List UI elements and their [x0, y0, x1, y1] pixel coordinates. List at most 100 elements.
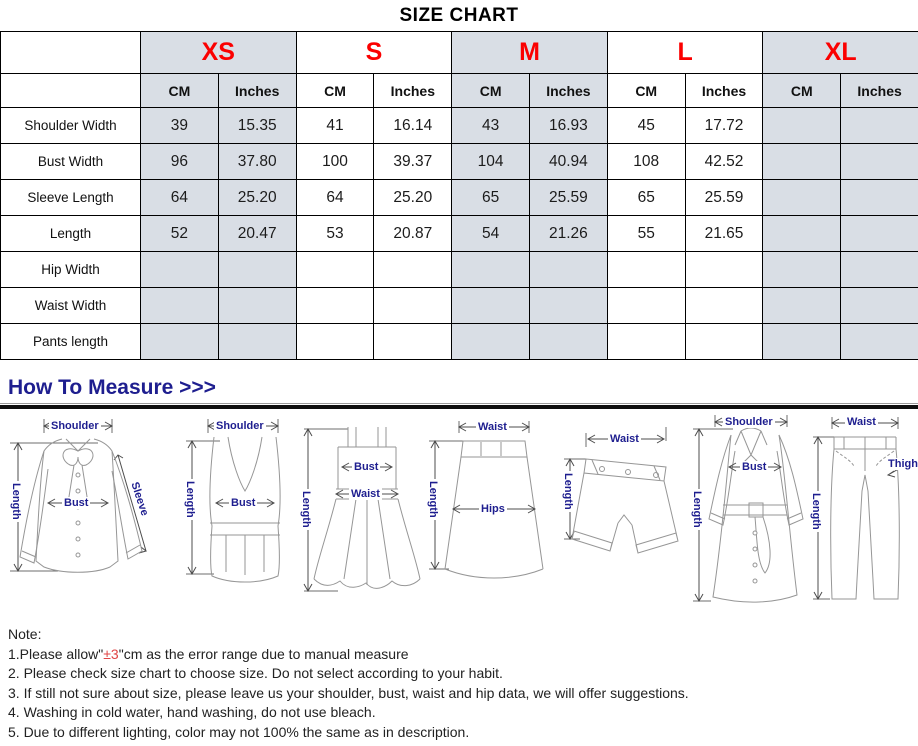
unit-cell-cm: CM [606, 73, 686, 108]
table-cell [762, 323, 842, 360]
coat-drawing [693, 415, 804, 603]
table-row-waist-width: Waist Width [0, 287, 918, 324]
pants-drawing [813, 417, 903, 601]
table-cell: 41 [295, 107, 375, 144]
row-label: Pants length [0, 323, 141, 360]
note-item-3: 3. If still not sure about size, please … [8, 684, 689, 701]
table-cell: 39.37 [373, 143, 453, 180]
table-cell: 54 [451, 215, 530, 252]
table-cell [840, 251, 918, 288]
unit-cell-inches: Inches [840, 73, 918, 108]
figure-dress: Bust Waist Length [300, 411, 425, 617]
table-cell: 20.47 [217, 215, 297, 252]
unit-cell-inches: Inches [373, 73, 453, 108]
table-cell: 25.59 [684, 179, 764, 216]
note-item-1: 1.Please allow"±3"cm as the error range … [8, 645, 918, 665]
unit-cell-cm: CM [140, 73, 219, 108]
table-cell: 21.26 [529, 215, 608, 252]
figure-coat: Shoulder Bust Length [685, 411, 810, 617]
table-row-sleeve-length: Sleeve Length 64 25.20 64 25.20 65 25.59… [0, 179, 918, 216]
size-header-row: XS S M L XL [0, 31, 918, 74]
table-cell [529, 287, 608, 324]
size-header-m: M [451, 31, 608, 74]
table-cell: 25.20 [373, 179, 453, 216]
table-cell: 43 [451, 107, 530, 144]
table-cell: 37.80 [217, 143, 297, 180]
table-cell [840, 287, 918, 324]
size-header-xs: XS [140, 31, 297, 74]
measure-label-waist: Waist [476, 421, 509, 433]
table-cell [840, 179, 918, 216]
measure-label-thigh: Thigh [886, 458, 918, 470]
table-cell [684, 323, 764, 360]
unit-cell-inches: Inches [217, 73, 297, 108]
table-row-bust-width: Bust Width 96 37.80 100 39.37 104 40.94 … [0, 143, 918, 180]
row-label: Bust Width [0, 143, 141, 180]
table-cell [217, 323, 297, 360]
table-row-hip-width: Hip Width [0, 251, 918, 288]
table-cell [451, 251, 530, 288]
figure-blouse: Shoulder Length Bust Sleeve [0, 411, 180, 617]
table-cell [606, 251, 686, 288]
table-cell [295, 251, 375, 288]
table-cell [451, 287, 530, 324]
note-1-prefix: 1.Please allow" [8, 645, 104, 662]
figure-shorts: Waist Length [560, 411, 685, 617]
table-cell [373, 323, 453, 360]
measure-label-bust: Bust [62, 497, 91, 509]
note-item-5: 5. Due to different lighting, color may … [8, 723, 470, 740]
table-cell [373, 251, 453, 288]
row-label: Waist Width [0, 287, 141, 324]
table-cell [840, 107, 918, 144]
table-cell: 64 [140, 179, 219, 216]
table-cell: 42.52 [684, 143, 764, 180]
table-cell: 65 [606, 179, 686, 216]
measure-label-bust: Bust [229, 497, 258, 509]
row-label: Shoulder Width [0, 107, 141, 144]
table-cell [840, 323, 918, 360]
table-cell [840, 143, 918, 180]
figure-skirt: Waist Length Hips [425, 411, 560, 617]
table-cell: 53 [295, 215, 375, 252]
table-cell: 25.20 [217, 179, 297, 216]
table-cell: 96 [140, 143, 219, 180]
table-cell [762, 143, 842, 180]
figure-tank-top: Shoulder Length Bust [180, 411, 300, 617]
figure-pants: Waist Length Thigh [810, 411, 918, 617]
table-cell [684, 251, 764, 288]
table-cell [762, 107, 842, 144]
table-cell [140, 287, 219, 324]
table-cell: 39 [140, 107, 219, 144]
note-1-suffix: "cm as the error range due to manual mea… [118, 645, 409, 662]
size-chart-table: XS S M L XL CM Inches CM Inches CM Inche… [0, 31, 918, 360]
table-cell: 104 [451, 143, 530, 180]
measure-label-length: Length [810, 491, 822, 532]
measure-label-bust: Bust [352, 461, 381, 473]
table-cell: 52 [140, 215, 219, 252]
measure-label-hips: Hips [479, 503, 507, 515]
measure-label-waist: Waist [349, 488, 382, 500]
notes-heading: Note: [8, 626, 42, 642]
unit-cell-inches: Inches [529, 73, 608, 108]
shorts-drawing [564, 427, 679, 554]
table-cell: 16.14 [373, 107, 453, 144]
table-cell [762, 251, 842, 288]
measure-label-shoulder: Shoulder [723, 416, 775, 428]
size-header-s: S [295, 31, 453, 74]
table-row-pants-length: Pants length [0, 323, 918, 360]
unit-cell-inches: Inches [684, 73, 764, 108]
table-cell [762, 179, 842, 216]
dress-drawing [303, 427, 421, 593]
table-cell [529, 251, 608, 288]
how-to-measure-heading: How To Measure >>> [8, 376, 216, 399]
table-cell: 21.65 [684, 215, 764, 252]
measure-label-length: Length [691, 489, 703, 530]
table-cell [451, 323, 530, 360]
size-header-xl: XL [762, 31, 918, 74]
measure-label-length: Length [562, 471, 574, 512]
table-cell [606, 287, 686, 324]
divider-line [0, 403, 918, 404]
row-label: Hip Width [0, 251, 141, 288]
table-row-shoulder-width: Shoulder Width 39 15.35 41 16.14 43 16.9… [0, 107, 918, 144]
measure-label-length: Length [427, 479, 439, 520]
